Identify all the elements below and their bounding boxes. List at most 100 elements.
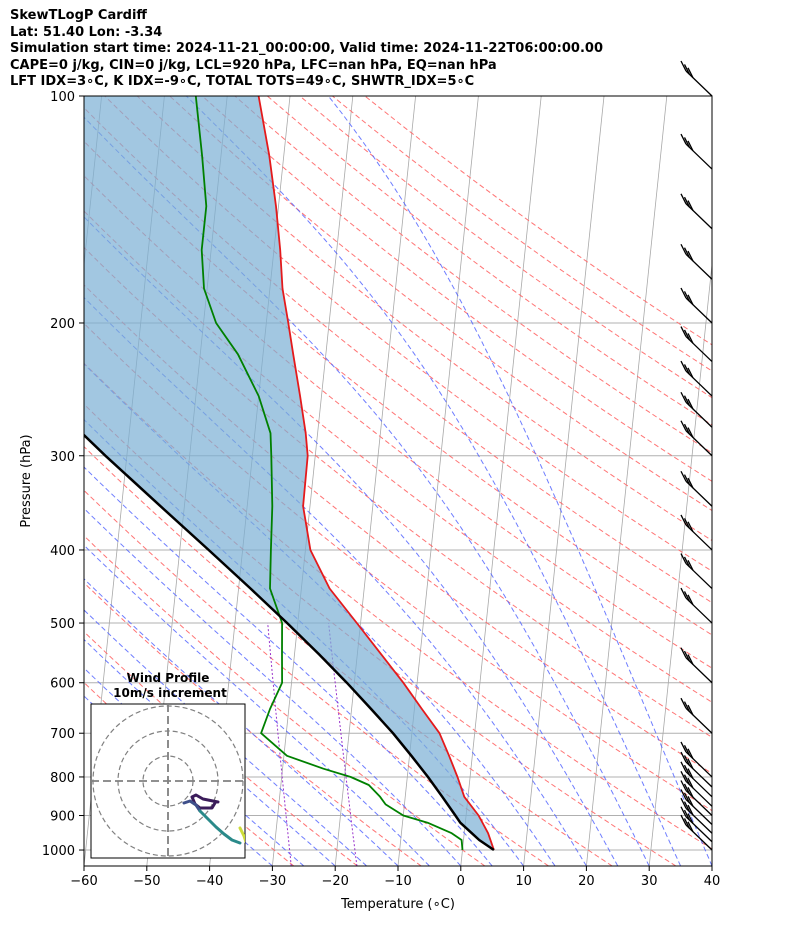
dry-adiabat-line	[84, 322, 712, 812]
wind-barb-flag	[683, 291, 691, 302]
wind-barb-flag	[680, 470, 687, 482]
wind-barb-flag	[687, 787, 694, 798]
wind-barb-flag	[687, 704, 694, 716]
inset-subtitle: 10m/s increment	[113, 686, 227, 700]
wind-barb-flag	[683, 809, 691, 821]
isotherm-line	[523, 96, 605, 866]
wind-barb	[680, 741, 713, 778]
wind-barb	[680, 647, 713, 684]
wind-barb	[680, 587, 713, 624]
wind-barb-flag	[680, 587, 687, 599]
wind-barb-flag	[683, 137, 691, 148]
wind-barb	[680, 553, 713, 590]
moist-adiabat-line	[84, 638, 336, 866]
temperature-profile-line	[257, 96, 495, 851]
y-tick-label: 900	[50, 810, 75, 825]
wind-barb	[680, 60, 713, 97]
wind-barb-flag	[680, 360, 687, 372]
hodograph-trace	[182, 799, 202, 813]
wind-barbs	[680, 60, 713, 851]
wind-barb-flag	[680, 60, 687, 72]
wind-barb	[680, 470, 713, 507]
wind-barb-flag	[683, 764, 691, 776]
series-layer	[84, 96, 495, 852]
isotherm-line	[586, 96, 668, 866]
wind-barb-staff	[685, 480, 713, 507]
moist-adiabat-line	[84, 507, 462, 866]
wind-barb-flag	[683, 801, 691, 812]
header-title: SkewTLogP Cardiff	[10, 8, 147, 23]
wind-barb	[680, 697, 713, 734]
dry-adiabat-line	[84, 489, 549, 866]
wind-barb-flag	[687, 804, 694, 816]
wind-barb-flag	[680, 697, 687, 709]
moist-adiabat-line	[328, 96, 712, 866]
y-axis-label: Pressure (hPa)	[19, 434, 34, 527]
cin-shaded-area	[84, 96, 494, 850]
wind-barb-flag	[683, 474, 691, 485]
wind-barb-flag	[680, 326, 687, 337]
x-tick-label: −50	[133, 874, 160, 889]
wind-barb-flag	[687, 821, 694, 833]
dewpoint-profile-line	[194, 96, 464, 851]
wind-barb	[680, 514, 713, 551]
wind-barb-flag	[683, 783, 691, 795]
wind-barb	[680, 243, 713, 280]
wind-barb-flag	[687, 200, 694, 211]
wind-barb-flag	[680, 420, 687, 432]
wind-barb-flag	[680, 780, 687, 791]
wind-barb	[680, 751, 713, 788]
wind-barb-flag	[687, 398, 694, 410]
dry-adiabat-line	[299, 96, 712, 399]
header-cape-line: CAPE=0 j/kg, CIN=0 j/kg, LCL=920 hPa, LF…	[10, 57, 497, 73]
wind-barb	[680, 780, 713, 816]
y-tick-label: 200	[50, 317, 75, 332]
dry-adiabat-line	[84, 284, 712, 774]
wind-barb-flag	[680, 514, 687, 526]
isotherm-line	[711, 862, 712, 866]
wind-barb-flag	[687, 748, 694, 760]
wind-barb-flag	[680, 806, 687, 818]
wind-barb	[680, 193, 713, 230]
wind-barb-flag	[687, 654, 694, 665]
dry-adiabat-line	[84, 175, 712, 669]
wind-barb-staff	[685, 563, 713, 590]
wind-barb-staff	[685, 597, 713, 624]
wind-barb	[680, 287, 713, 324]
wind-barb-flag	[680, 647, 687, 659]
wind-barb-flag	[687, 796, 694, 807]
wind-barb-staff	[685, 751, 713, 778]
wind-barb-flag	[683, 196, 691, 208]
wind-barb-flag	[683, 792, 691, 804]
wind-barb-flag	[680, 789, 687, 800]
wind-barb-staff	[685, 143, 713, 170]
wind-barb	[680, 806, 713, 843]
wind-barb-staff	[685, 780, 713, 807]
wind-barb-staff	[685, 707, 713, 734]
wind-barb-staff	[685, 524, 713, 551]
wind-barb-flag	[683, 518, 691, 529]
isotherm-line	[460, 96, 542, 866]
wind-barb-flag	[680, 771, 687, 782]
wind-barb-flag	[683, 745, 691, 756]
moist-adiabat-line	[84, 363, 556, 866]
wind-barb-flag	[687, 250, 694, 262]
hodograph-trace	[190, 793, 220, 810]
wind-barb-staff	[685, 790, 713, 816]
wind-barb-staff	[685, 253, 713, 280]
wind-barb	[680, 391, 713, 428]
x-tick-label: −40	[196, 874, 223, 889]
wind-barb-flag	[687, 67, 694, 79]
y-tick-label: 300	[50, 450, 75, 465]
wind-barb-flag	[680, 814, 687, 826]
dry-adiabat-line	[84, 362, 712, 850]
wind-barb-flag	[683, 64, 691, 75]
moist-adiabat-line	[185, 96, 682, 866]
dry-adiabat-line	[234, 96, 712, 454]
wind-barb-flag	[680, 553, 687, 564]
wind-barb-flag	[687, 477, 694, 489]
inset-title: Wind Profile	[127, 671, 210, 685]
y-tick-label: 700	[50, 727, 75, 742]
moist-adiabat-line	[84, 544, 430, 866]
wind-barb-flag	[680, 761, 687, 773]
